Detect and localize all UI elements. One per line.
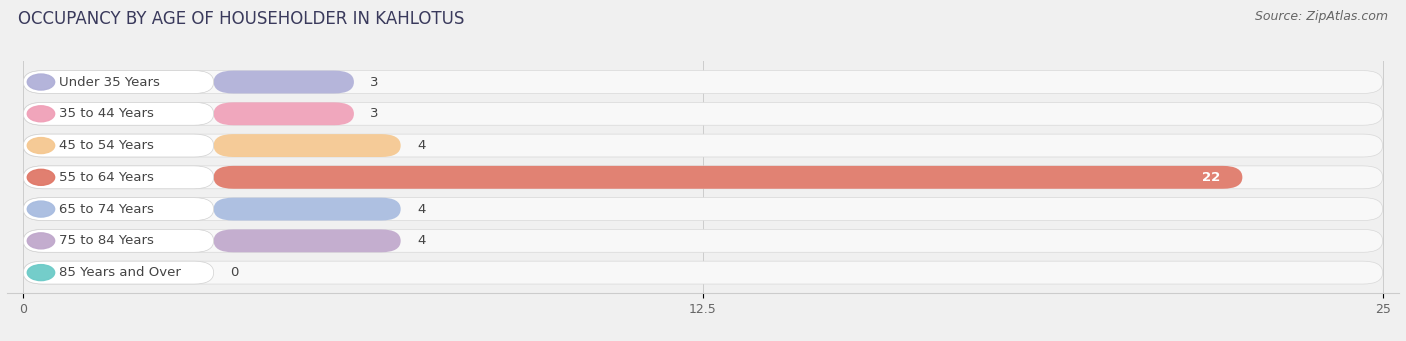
Text: 4: 4 (418, 139, 426, 152)
Text: 75 to 84 Years: 75 to 84 Years (59, 234, 153, 247)
FancyBboxPatch shape (24, 102, 1382, 125)
Text: 0: 0 (231, 266, 239, 279)
FancyBboxPatch shape (24, 261, 1382, 284)
FancyBboxPatch shape (24, 229, 1382, 252)
Text: Source: ZipAtlas.com: Source: ZipAtlas.com (1254, 10, 1388, 23)
Text: 55 to 64 Years: 55 to 64 Years (59, 171, 153, 184)
FancyBboxPatch shape (24, 261, 214, 284)
FancyBboxPatch shape (24, 134, 214, 157)
FancyBboxPatch shape (214, 71, 354, 93)
FancyBboxPatch shape (24, 198, 214, 221)
Text: 3: 3 (370, 75, 378, 89)
FancyBboxPatch shape (24, 166, 1382, 189)
FancyBboxPatch shape (214, 229, 401, 252)
FancyBboxPatch shape (24, 102, 214, 125)
FancyBboxPatch shape (214, 198, 401, 221)
Circle shape (27, 233, 55, 249)
Circle shape (27, 169, 55, 185)
FancyBboxPatch shape (24, 134, 1382, 157)
FancyBboxPatch shape (24, 71, 1382, 93)
Circle shape (27, 74, 55, 90)
FancyBboxPatch shape (214, 134, 401, 157)
FancyBboxPatch shape (214, 166, 1243, 189)
FancyBboxPatch shape (24, 166, 214, 189)
Text: 3: 3 (370, 107, 378, 120)
FancyBboxPatch shape (24, 229, 214, 252)
Circle shape (27, 137, 55, 153)
FancyBboxPatch shape (214, 102, 354, 125)
FancyBboxPatch shape (24, 71, 214, 93)
Text: OCCUPANCY BY AGE OF HOUSEHOLDER IN KAHLOTUS: OCCUPANCY BY AGE OF HOUSEHOLDER IN KAHLO… (18, 10, 464, 28)
Text: 4: 4 (418, 234, 426, 247)
Text: Under 35 Years: Under 35 Years (59, 75, 159, 89)
Text: 4: 4 (418, 203, 426, 216)
FancyBboxPatch shape (24, 198, 1382, 221)
Circle shape (27, 201, 55, 217)
Text: 45 to 54 Years: 45 to 54 Years (59, 139, 153, 152)
Text: 85 Years and Over: 85 Years and Over (59, 266, 180, 279)
Circle shape (27, 106, 55, 122)
Text: 65 to 74 Years: 65 to 74 Years (59, 203, 153, 216)
Text: 35 to 44 Years: 35 to 44 Years (59, 107, 153, 120)
Circle shape (27, 265, 55, 281)
Text: 22: 22 (1202, 171, 1220, 184)
